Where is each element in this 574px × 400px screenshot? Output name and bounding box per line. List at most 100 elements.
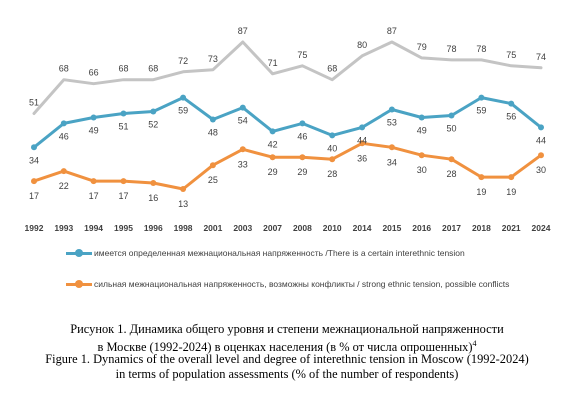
series-0-data-label: 34 [29, 155, 39, 165]
series-2-data-label: 72 [178, 56, 188, 66]
series-2-data-label: 68 [118, 64, 128, 74]
series-2-data-label: 80 [357, 40, 367, 50]
series-1-marker [388, 144, 395, 151]
series-0-data-label: 46 [297, 131, 307, 141]
series-2-data-label: 71 [268, 58, 278, 68]
series-1-data-label: 19 [506, 187, 516, 197]
series-0-marker [329, 132, 336, 139]
caption-footnote-mark: 4 [472, 339, 477, 348]
series-1-marker [209, 162, 216, 169]
series-0-marker [209, 116, 216, 123]
x-tick-label: 2018 [472, 223, 491, 233]
series-0-marker [150, 108, 157, 115]
x-tick-label: 1998 [174, 223, 193, 233]
figure-caption-en-line1: Figure 1. Dynamics of the overall level … [45, 352, 529, 366]
series-2-data-label: 68 [59, 64, 69, 74]
series-1-data-label: 29 [297, 167, 307, 177]
series-1-data-label: 30 [417, 165, 427, 175]
series-2-data-label: 68 [148, 64, 158, 74]
series-1-marker [150, 180, 157, 186]
series-1-marker [269, 154, 276, 161]
series-1-marker [60, 168, 67, 175]
series-0-data-label: 50 [446, 124, 456, 134]
series-line-1 [32, 141, 543, 191]
series-1-marker [478, 174, 485, 181]
series-1-marker [31, 178, 37, 185]
series-0-data-label: 49 [417, 126, 427, 136]
x-tick-label: 2001 [203, 223, 222, 233]
series-2-data-label: 66 [89, 68, 99, 78]
series-1-marker [508, 174, 515, 181]
series-1-data-label: 30 [536, 165, 546, 175]
x-tick-label: 2010 [323, 223, 342, 233]
series-1-data-label: 33 [238, 159, 248, 169]
series-line-0 [32, 96, 543, 149]
figure-caption-en-line2: in terms of population assessments (% of… [115, 367, 459, 381]
series-0-data-label: 59 [178, 106, 188, 116]
series-2-data-label: 75 [297, 50, 307, 60]
series-0-marker [60, 120, 67, 127]
x-tick-label: 2007 [263, 223, 282, 233]
series-0-marker [448, 112, 455, 119]
series-1-marker [120, 178, 127, 185]
series-0-marker [478, 94, 485, 101]
series-1-data-label: 29 [268, 167, 278, 177]
series-0-data-label: 49 [89, 126, 99, 136]
series-0-data-label: 40 [327, 143, 337, 153]
series-1-data-label: 28 [446, 169, 456, 179]
legend-label-strong-tension: сильная межнациональная напряженность, в… [94, 279, 510, 289]
series-0-data-label: 42 [268, 139, 278, 149]
caption-ru-line2-text: в Москве (1992-2024) в оценках населения… [97, 340, 473, 355]
x-tick-label: 1995 [114, 223, 133, 233]
series-0-marker [90, 114, 97, 121]
x-tick-label: 1994 [84, 223, 103, 233]
figure-caption-ru-line2: в Москве (1992-2024) в оценках населения… [0, 337, 574, 354]
x-tick-label: 2015 [382, 223, 401, 233]
x-tick-label: 2017 [442, 223, 461, 233]
series-1-data-label: 25 [208, 175, 218, 185]
x-tick-label: 2024 [532, 223, 551, 233]
series-2-data-label: 51 [29, 98, 39, 108]
series-markers [31, 94, 544, 192]
series-2-data-label: 73 [208, 54, 218, 64]
x-tick-label: 2008 [293, 223, 312, 233]
series-1-data-label: 22 [59, 181, 69, 191]
x-tick-label: 2021 [502, 223, 521, 233]
x-tick-label: 1996 [144, 223, 163, 233]
series-0-marker [538, 124, 544, 131]
series-0-data-label: 46 [59, 131, 69, 141]
series-1-marker [90, 178, 97, 185]
series-0-marker [359, 124, 366, 131]
series-0-data-label: 53 [387, 118, 397, 128]
series-0-marker [31, 144, 37, 151]
series-2-data-label: 87 [238, 26, 248, 36]
series-0-data-label: 44 [357, 135, 367, 145]
series-0-data-label: 54 [238, 116, 248, 126]
data-labels: 51 68 66 68 68 72 73 87 71 75 68 80 87 79 78 78 75 74 34 46… [29, 26, 546, 209]
series-0-marker [120, 110, 127, 117]
series-1-data-label: 28 [327, 169, 337, 179]
series-2-data-label: 78 [476, 44, 486, 54]
series-0-marker [508, 100, 515, 107]
series-1-marker [180, 186, 187, 192]
series-1-marker [329, 156, 336, 163]
series-1-data-label: 16 [148, 193, 158, 203]
series-lines [32, 40, 543, 191]
series-1-data-label: 13 [178, 199, 188, 209]
series-0-marker [239, 104, 246, 111]
series-1-data-label: 34 [387, 157, 397, 167]
series-0-data-label: 48 [208, 128, 218, 138]
series-1-data-label: 36 [357, 153, 367, 163]
series-1-marker [418, 152, 425, 159]
line-chart: 51 68 66 68 68 72 73 87 71 75 68 80 87 79 78 78 75 74 34 46… [25, 26, 551, 233]
x-tick-label: 2014 [353, 223, 372, 233]
series-1-marker [299, 154, 306, 161]
series-1-data-label: 17 [89, 191, 99, 201]
legend-swatch-orange [66, 279, 92, 290]
series-0-marker [299, 120, 306, 127]
series-line-2 [32, 40, 543, 115]
x-tick-label: 2016 [412, 223, 431, 233]
x-tick-label: 2003 [233, 223, 252, 233]
legend-label-certain-tension: имеется определенная межнациональная нап… [94, 248, 465, 258]
figure-caption-ru-line1: Рисунок 1. Динамика общего уровня и степ… [70, 322, 504, 336]
